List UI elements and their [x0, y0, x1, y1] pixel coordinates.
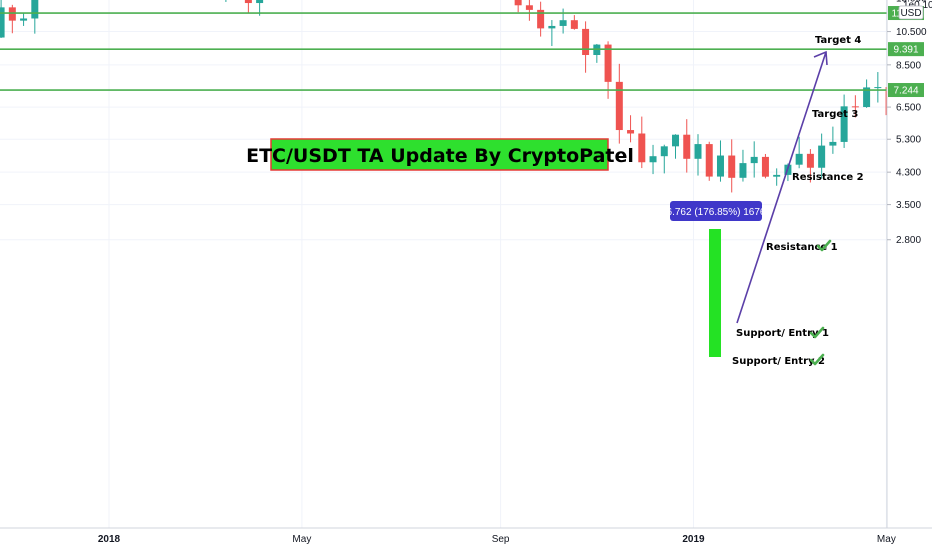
candle-body — [672, 134, 680, 147]
price-tick-label: 2.800 — [896, 235, 921, 246]
candle-body — [615, 81, 623, 131]
candle-body — [818, 145, 826, 168]
price-lines-layer — [0, 12, 887, 91]
annotations-layer: Target 4 Target 3 Resistance 2 Resistance 1… — [732, 35, 864, 367]
candle-body — [863, 87, 871, 108]
candle-body — [705, 144, 713, 177]
annotation-label: Target 4 — [815, 35, 861, 46]
time-tick-label: May — [877, 534, 896, 545]
price-axis-bg — [887, 0, 932, 528]
annotation-label: Resistance 2 — [792, 172, 864, 183]
check-icon — [809, 353, 825, 366]
candle-body — [773, 174, 781, 177]
chart-title: ETC/USDT TA Update By CryptoPatel — [246, 145, 634, 167]
axis-unit-label: USD — [900, 8, 921, 19]
check-icon — [816, 239, 832, 252]
candle-body — [8, 7, 16, 21]
candle-body — [761, 156, 769, 177]
candle-body — [851, 106, 859, 108]
price-tick-label: 6.500 — [896, 103, 921, 114]
candle-body — [537, 9, 545, 29]
candle-body — [874, 87, 882, 89]
candle-body — [716, 155, 724, 177]
candle-body — [739, 163, 747, 178]
candle-body — [525, 5, 533, 10]
candle-body — [244, 0, 252, 4]
time-tick-label: 2019 — [682, 534, 705, 545]
price-level-badge — [888, 42, 924, 57]
candle-body — [627, 130, 635, 134]
candle-body — [0, 7, 5, 38]
candle-body — [638, 133, 646, 163]
candle-body — [840, 106, 848, 142]
price-tick-label: 13.000 — [896, 0, 927, 4]
candle-body — [829, 141, 837, 146]
annotation-label: Support/ Entry 1 — [736, 328, 829, 339]
measure-badge-text: 16.762 (176.85%) 16762 — [661, 207, 772, 218]
price-tick-label: 5.300 — [896, 135, 921, 146]
price-tick-label: 3.500 — [896, 200, 921, 211]
candle-body — [582, 28, 590, 56]
candle-body — [795, 153, 803, 165]
candle-body — [694, 144, 702, 159]
time-tick-label: May — [292, 534, 311, 545]
annotation-label: Support/ Entry 2 — [732, 356, 825, 367]
time-axis: Sep2018MaySep2019MaySep2020MaySep2021May… — [98, 534, 896, 545]
axis-header-text: 1e0 1000 — [903, 0, 932, 11]
price-tick-label: 4.300 — [896, 168, 921, 179]
candle-body — [750, 156, 758, 164]
price-tick-label: 10.500 — [896, 27, 927, 38]
pump-highlight-box — [709, 229, 721, 357]
candle-body — [31, 0, 39, 19]
axis-header: 1e0 1000 USD — [898, 0, 932, 20]
check-icon — [809, 326, 825, 339]
annotation-label: Target 3 — [812, 109, 858, 120]
candle-body — [649, 156, 657, 163]
time-tick-label: Sep — [492, 534, 510, 545]
candle-body — [728, 155, 736, 178]
grid-layer — [0, 0, 887, 528]
candle-body — [806, 153, 814, 168]
time-tick-label: 2018 — [98, 534, 121, 545]
candle-body — [660, 146, 668, 157]
price-level-label: 7.244 — [893, 86, 918, 97]
candle-body — [683, 134, 691, 159]
candle-body — [604, 44, 612, 82]
price-level-badge — [888, 83, 924, 98]
candle-body — [20, 18, 28, 21]
candle-body — [514, 0, 522, 6]
price-tick-label: 8.500 — [896, 60, 921, 71]
projection-arrow — [736, 50, 828, 324]
candle-body — [559, 20, 567, 26]
chart-title-box: ETC/USDT TA Update By CryptoPatel — [246, 138, 634, 171]
candle-body — [256, 0, 264, 4]
measure-badge: 16.762 (176.85%) 16762 — [661, 201, 772, 221]
annotation-label: Resistance 1 — [766, 242, 838, 253]
candle-body — [570, 20, 578, 29]
price-level-label: 9.391 — [893, 45, 918, 56]
candle-body — [548, 25, 556, 29]
